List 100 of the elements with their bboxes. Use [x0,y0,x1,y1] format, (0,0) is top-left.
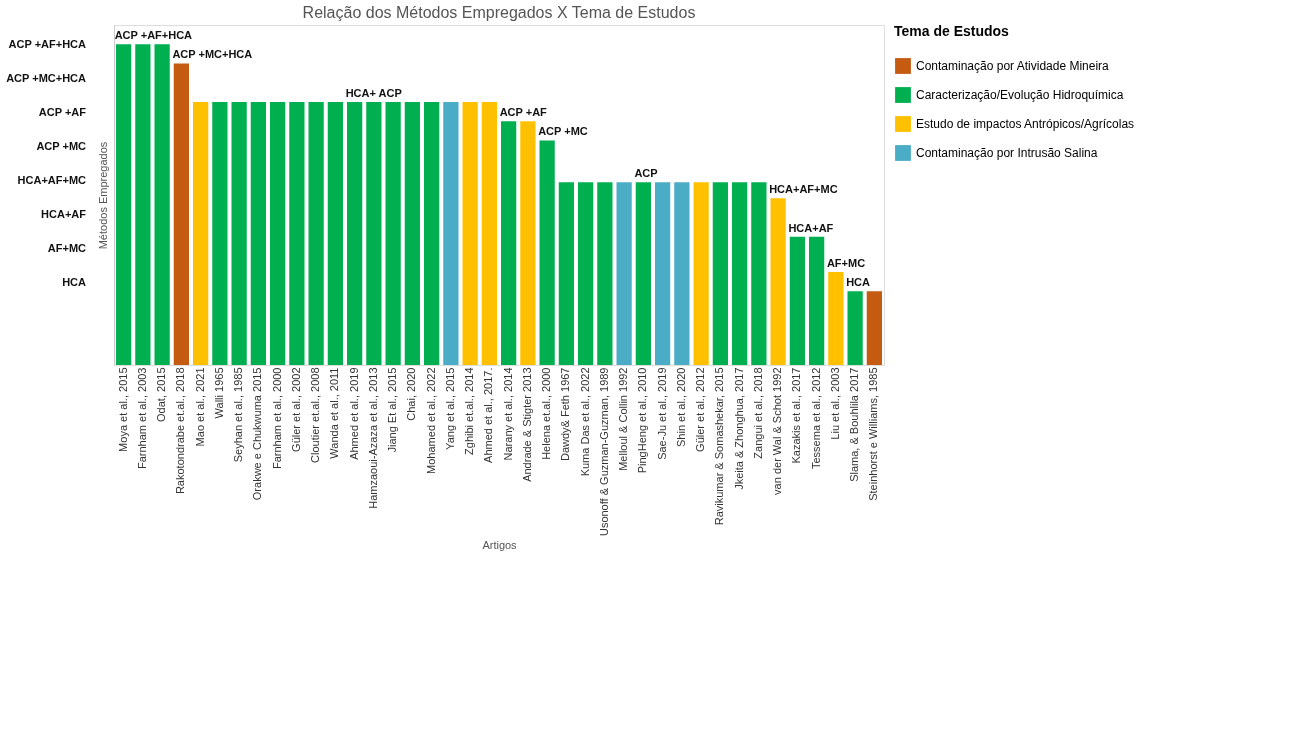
bar [501,121,517,365]
x-tick-label: Güler et al., 2002 [289,367,302,452]
x-tick-label: Ravikumar & Somashekar, 2015 [713,367,726,526]
x-tick-label: Dawdy& Feth 1967 [559,367,572,462]
x-tick-label: Liu et al., 2003 [828,367,841,440]
bar [616,182,632,365]
text: ACP +AF+HCA [8,38,87,50]
annotation: ACP +MC [538,125,588,138]
legend-label: Estudo de impactos Antrópicos/Agrícolas [916,117,1135,131]
x-tick-label: Kuma Das et al., 2022 [578,367,591,477]
bar [462,101,478,365]
text: HCA+AF+MC [17,174,87,186]
x-tick-label: Güler et al., 2012 [694,367,707,452]
bar [751,182,767,365]
bar [289,101,305,365]
bar [789,236,805,365]
x-tick-label: Mao et al., 2021 [193,367,206,447]
x-tick-label: Steinhorst e Williams, 1985 [867,367,880,501]
annotation: AF+MC [826,256,866,269]
bar [558,182,574,365]
text: ACP +MC [36,140,87,152]
annotation: HCA [846,276,871,289]
text: HCA+AF [41,208,87,220]
x-tick-label: Zangui et al., 2018 [751,367,764,459]
bar [770,198,786,365]
bar [385,101,401,365]
bar [212,101,228,365]
x-tick-label: Slama, & Bouhlila 2017 [848,367,861,482]
x-tick-label: Chai, 2020 [405,367,418,421]
x-tick-label: PingHeng et al., 2010 [636,367,649,474]
legend-label: Caracterização/Evolução Hidroquímica [916,88,1124,102]
bar [366,101,382,365]
annotation: ACP +AF+HCA [114,29,193,42]
x-tick-label: Odat, 2015 [155,367,168,422]
x-axis-title: Artigos [482,539,518,552]
x-tick-label: Andrade & Stigter 2013 [520,367,533,482]
x-tick-label: Helena et.al., 2000 [540,367,553,460]
x-tick-label: Zghibi et.al., 2014 [463,367,476,455]
bar [809,236,825,365]
x-tick-label: Wanda et al., 2011 [328,367,341,459]
x-tick-label: Seyhan et al., 1985 [232,367,245,463]
bar [732,182,748,365]
bar [308,101,324,365]
bar [173,63,189,365]
x-tick-label: Hamzaoui-Azaza et al., 2013 [366,367,379,509]
x-tick-label: Jkeita & Zhonghua, 2017 [732,367,745,490]
bar [828,271,844,365]
bar [193,101,209,365]
legend-title: Tema de Estudos [894,23,1010,39]
bar [635,182,651,365]
annotation: ACP +AF [499,106,548,119]
y-axis-title: Métodos Empregados [96,141,109,250]
x-tick-label: Mohamed et al., 2022 [424,367,437,474]
bar [327,101,343,365]
x-tick-label: Walli 1965 [212,367,225,419]
bar [116,44,132,365]
x-tick-label: Farnham et al., 2000 [270,367,283,470]
x-tick-label: Usonoff & Guzman-Guzman, 1989 [597,367,610,537]
bar [520,121,536,365]
bar [597,182,613,365]
bar [250,101,266,365]
x-tick-label: Narany et al., 2014 [501,367,514,461]
annotation: HCA+ ACP [345,86,402,99]
x-tick-label: Kazakis et al., 2017 [790,367,803,464]
bar [674,182,690,365]
bar [135,44,151,365]
annotation: HCA+AF+MC [769,183,838,196]
bar [655,182,671,365]
text: ACP +AF [38,106,87,118]
bar [866,291,882,365]
bar [578,182,594,365]
bar [231,101,247,365]
bar [424,101,440,365]
bar [712,182,728,365]
x-tick-label: Cloutier et.al., 2008 [309,367,322,463]
x-tick-label: Farnham et al., 2003 [135,367,148,470]
bar [270,101,286,365]
x-tick-label: Jiang Et al., 2015 [386,367,399,453]
x-tick-label: Melloul & Collin 1992 [617,367,630,471]
text: AF+MC [47,242,87,254]
bar [539,140,555,365]
x-tick-label: Tessema et al., 2012 [809,367,822,470]
x-tick-label: Ahmed et al., 2019 [347,367,360,460]
annotation: ACP +MC+HCA [172,48,253,61]
x-tick-label: Moya et al., 2015 [116,367,129,452]
bar [693,182,709,365]
bar [154,44,170,365]
text: HCA [62,276,87,288]
annotation: HCA+AF [788,221,834,234]
bar [404,101,420,365]
legend-label: Contaminação por Atividade Mineira [916,59,1110,73]
annotation: ACP [634,167,658,180]
chart-title: Relação dos Métodos Empregados X Tema de Estudos [302,4,696,21]
bar [847,291,863,365]
legend-label: Contaminação por Intrusão Salina [916,146,1098,160]
x-tick-label: Yang et al., 2015 [443,367,456,450]
x-tick-label: Rakotondrabe et.al., 2018 [174,367,187,495]
x-tick-label: Ahmed et al., 2017. [482,367,495,463]
x-tick-label: Orakwe e Chukwuma 2015 [251,367,264,501]
x-tick-label: van der Wal & Schot 1992 [771,367,784,495]
